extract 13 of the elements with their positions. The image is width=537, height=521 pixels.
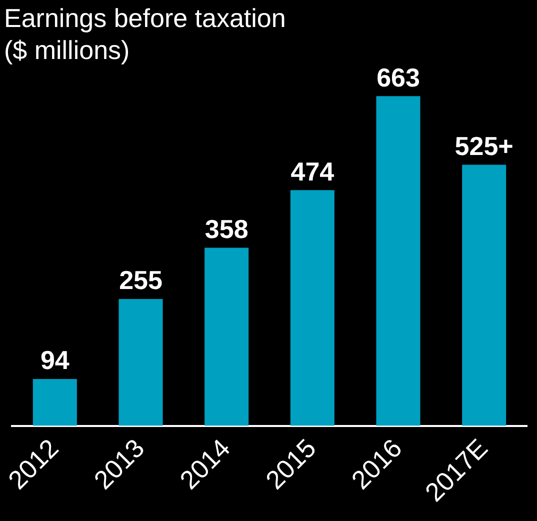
bar (204, 248, 249, 426)
data-label: 94 (40, 345, 70, 376)
data-label: 663 (376, 62, 420, 92)
chart-title: Earnings before taxation ($ millions) (4, 2, 287, 66)
bar (118, 298, 163, 426)
data-label: 358 (204, 214, 248, 244)
bar (376, 96, 420, 426)
data-label: 525+ (454, 130, 514, 161)
bar (462, 164, 506, 426)
data-label: 474 (290, 156, 335, 186)
bar (32, 379, 77, 426)
data-label: 255 (119, 265, 162, 296)
bar (290, 190, 334, 426)
